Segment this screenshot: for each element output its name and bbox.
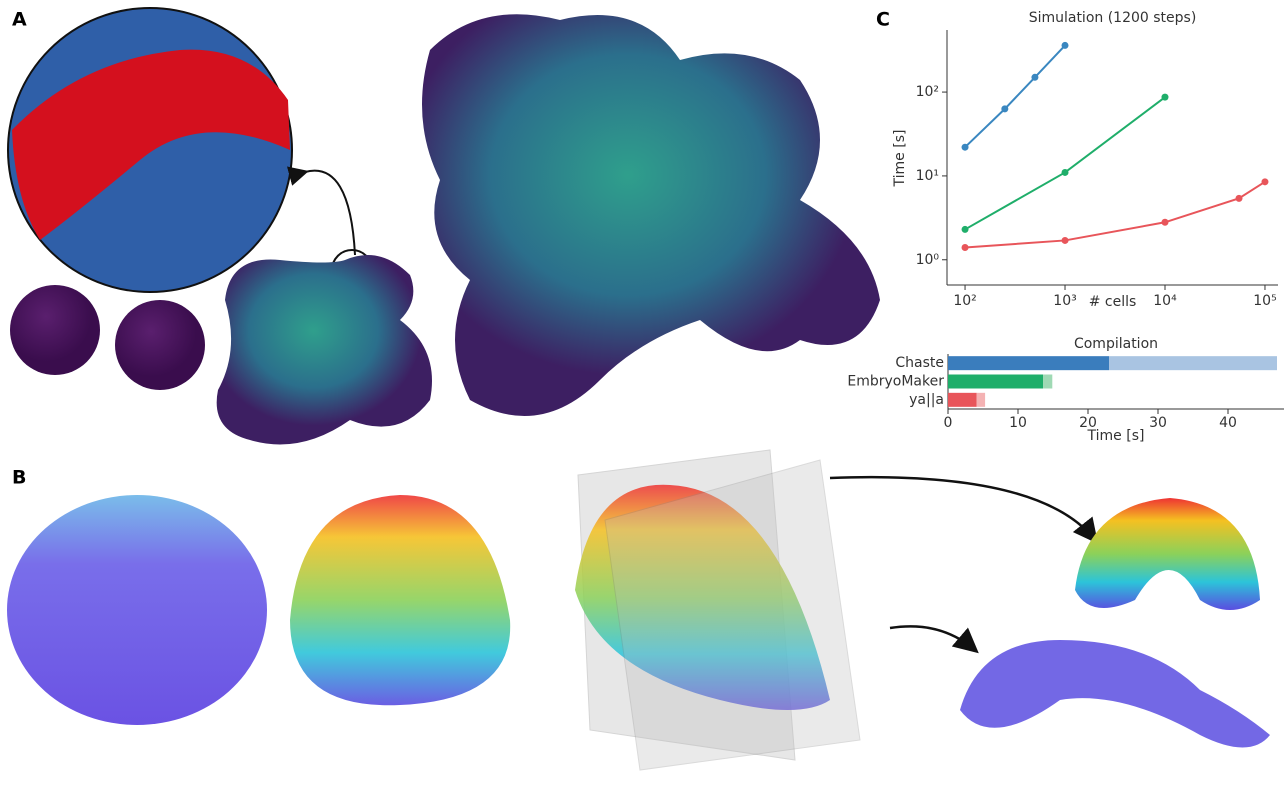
point [1031, 74, 1038, 81]
x-tick-label: 0 [944, 415, 953, 431]
chart-title: Simulation (1200 steps) [1029, 10, 1197, 26]
y-tick-label: Chaste [895, 355, 944, 371]
point [1261, 178, 1268, 185]
bar [1043, 375, 1052, 389]
point [1062, 42, 1069, 49]
arrow [830, 477, 1095, 540]
panel-label: C [876, 9, 890, 31]
chart-simulation: Simulation (1200 steps) 10² 10³ 10⁴ 10⁵ 10⁰ 10… [892, 10, 1278, 310]
panel-label: B [12, 467, 26, 489]
point [962, 144, 969, 151]
x-axis-label: Time [s] [1087, 428, 1145, 444]
y-axis-label: Time [s] [892, 130, 908, 188]
point [1062, 237, 1069, 244]
bar [948, 375, 1043, 389]
x-axis-label: # cells [1089, 294, 1137, 310]
arrow [890, 626, 975, 650]
sphere [115, 300, 205, 390]
line [965, 45, 1065, 147]
section [960, 640, 1270, 748]
x-tick-label: 30 [1149, 415, 1167, 431]
point [1062, 169, 1069, 176]
bar [948, 356, 1109, 370]
chart-title: Compilation [1074, 336, 1158, 352]
panel-a: A [8, 8, 880, 445]
point-cloud [290, 495, 510, 705]
point [962, 244, 969, 251]
x-tick-label: 10² [953, 293, 976, 309]
bar [1109, 356, 1277, 370]
x-tick-label: 10⁴ [1153, 293, 1177, 309]
x-tick-label: 10³ [1053, 293, 1076, 309]
x-tick-label: 40 [1219, 415, 1237, 431]
y-tick-label: 10² [916, 84, 939, 100]
y-tick-label: EmbryoMaker [847, 374, 944, 390]
point [962, 226, 969, 233]
point [1161, 219, 1168, 226]
section [1075, 498, 1260, 610]
y-tick-label: 10⁰ [916, 252, 940, 268]
point [1236, 195, 1243, 202]
point [1161, 94, 1168, 101]
embryo-large [422, 14, 880, 416]
y-tick-label: 10¹ [916, 168, 939, 184]
arrow [305, 171, 355, 255]
y-tick-label: ya||a [909, 392, 944, 408]
figure: A B C Simulation (1200 steps) 10² 10³ 10⁴ 10… [0, 0, 1285, 788]
x-tick-label: 10 [1009, 415, 1027, 431]
point-cloud [7, 495, 267, 725]
point [1001, 105, 1008, 112]
bar [948, 393, 977, 407]
panel-label: A [12, 9, 27, 31]
line [965, 182, 1265, 248]
bar [977, 393, 985, 407]
embryo-small [217, 255, 432, 445]
panel-b: B [7, 450, 1270, 770]
sphere [10, 285, 100, 375]
x-tick-label: 10⁵ [1253, 293, 1276, 309]
